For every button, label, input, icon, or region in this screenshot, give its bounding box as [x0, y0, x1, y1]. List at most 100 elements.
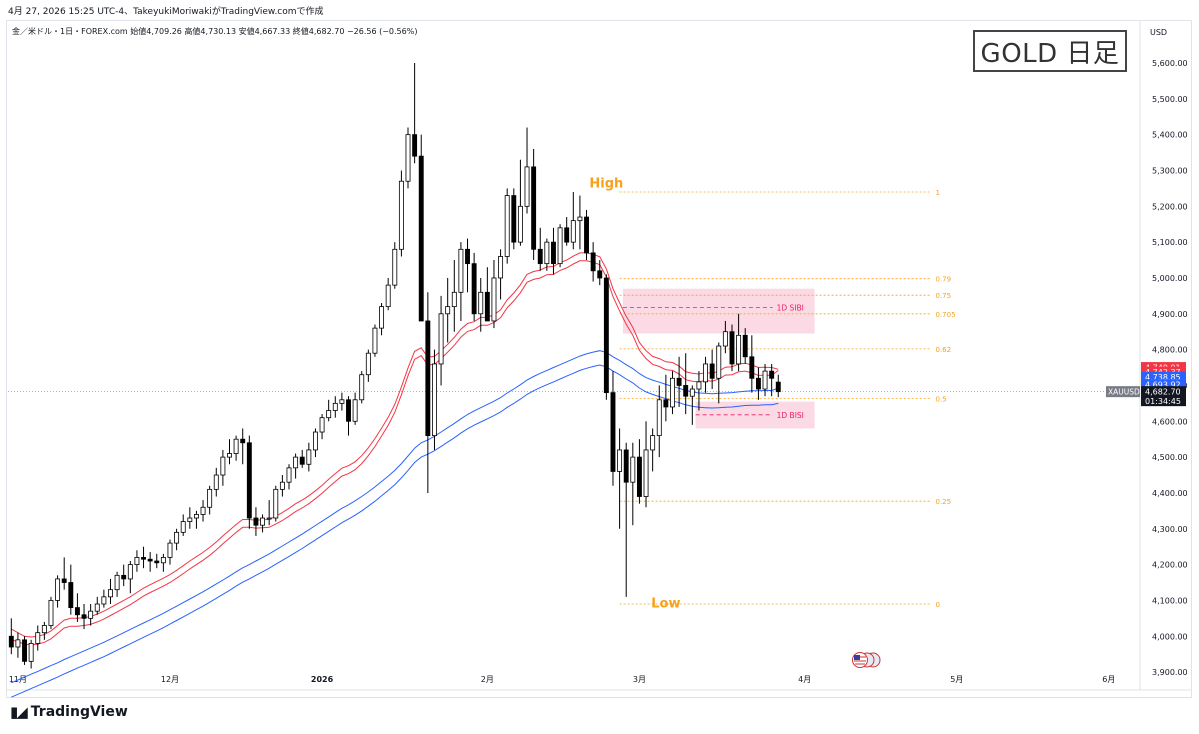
candle-body	[412, 134, 418, 157]
candle-body	[121, 574, 127, 580]
candle-body	[312, 431, 318, 451]
candle	[570, 191, 576, 250]
candle	[101, 589, 107, 608]
x-tick-label: 4月	[798, 675, 811, 684]
candle-body	[8, 635, 14, 648]
candle	[339, 392, 345, 411]
candle	[160, 553, 166, 572]
fib-level-label: 0.25	[936, 498, 952, 506]
candle	[511, 188, 517, 250]
candle	[564, 217, 570, 246]
candle-body	[517, 205, 523, 243]
candle	[220, 449, 226, 486]
candle-body	[61, 578, 67, 583]
candle-body	[617, 449, 623, 472]
candle-body	[458, 248, 464, 293]
fib-level-label: 0.79	[936, 276, 952, 284]
candle	[332, 396, 338, 418]
y-tick-label: 5,500.00	[1152, 95, 1188, 104]
candle	[478, 277, 484, 332]
candle-body	[676, 377, 682, 386]
candle-body	[299, 456, 305, 465]
candle-body	[154, 560, 160, 564]
candle	[379, 303, 385, 336]
candle-body	[498, 256, 504, 279]
candle	[167, 539, 173, 565]
candle	[266, 500, 272, 526]
close-value: 終値4,682.70	[292, 27, 345, 36]
price-tag-label: 4,693.92	[1145, 381, 1181, 390]
candle-body	[385, 284, 391, 308]
published-line: 4月 27, 2026 15:25 UTC-4、TakeyukiMoriwaki…	[8, 7, 324, 17]
candle-body	[22, 639, 27, 662]
candle	[28, 639, 34, 669]
x-tick-label: 2026	[311, 675, 334, 684]
candle-body	[742, 334, 748, 358]
candle-body	[425, 320, 431, 437]
candle	[498, 249, 504, 300]
candle-body	[471, 263, 477, 315]
candle-body	[531, 166, 537, 250]
candle	[273, 485, 279, 522]
candle-body	[187, 517, 193, 523]
fib-level-label: 0	[936, 601, 940, 609]
x-tick-label: 5月	[950, 675, 963, 684]
candle-body	[762, 370, 768, 390]
candle-body	[167, 542, 173, 558]
candle	[385, 277, 391, 311]
candle	[544, 238, 550, 271]
candle-body	[722, 331, 728, 347]
candle	[418, 134, 424, 322]
candle	[749, 335, 755, 393]
candle	[656, 385, 662, 458]
candle	[94, 596, 100, 615]
low-value: 安値4,667.33	[238, 27, 291, 36]
candle-body	[544, 241, 550, 265]
price-tag-label: 4,738.85	[1145, 373, 1181, 382]
candle	[108, 578, 113, 605]
candle-body	[108, 589, 113, 598]
brand-label: TradingView	[30, 704, 128, 720]
candle-body	[537, 248, 543, 265]
annotation-label: High	[589, 177, 623, 192]
candle-body	[438, 313, 444, 365]
tradingview-logo[interactable]: ▮◢ TradingView	[10, 703, 128, 721]
candle-body	[656, 399, 662, 437]
candle-body	[352, 399, 358, 422]
candle-body	[703, 363, 708, 383]
candle-body	[709, 363, 715, 379]
candle	[610, 371, 616, 486]
us-flag-events-icon[interactable]	[851, 652, 883, 672]
candle	[517, 159, 523, 246]
candle	[55, 575, 61, 608]
candle	[709, 349, 715, 390]
symbol-label[interactable]: 金／米ドル・1日・FOREX.com	[12, 27, 128, 36]
candle-body	[28, 643, 34, 662]
candle-body	[478, 291, 484, 315]
candle	[88, 604, 94, 626]
candle	[577, 195, 583, 250]
price-tag-label: 4,682.70	[1145, 388, 1181, 397]
candle	[392, 242, 398, 289]
candle	[127, 561, 133, 594]
x-tick-label: 3月	[633, 675, 646, 684]
candle	[365, 349, 371, 382]
symbol-tag-label: XAUUSD	[1108, 388, 1140, 397]
y-tick-label: 5,400.00	[1152, 131, 1188, 140]
candle	[312, 428, 318, 458]
candle-body	[590, 252, 596, 272]
fib-level-label: 1	[936, 189, 940, 197]
candle-body	[227, 453, 232, 458]
candle	[650, 428, 656, 472]
candle-body	[246, 442, 252, 519]
price-tag-box	[1141, 379, 1186, 391]
candle-body	[359, 374, 365, 401]
currency-label[interactable]: USD	[1150, 28, 1168, 37]
candle	[227, 439, 232, 465]
candle-body	[94, 603, 100, 612]
zone-label: 1D SIBI	[777, 303, 804, 312]
candle	[736, 313, 742, 372]
candle-body	[491, 277, 497, 322]
candle-body	[716, 345, 722, 379]
